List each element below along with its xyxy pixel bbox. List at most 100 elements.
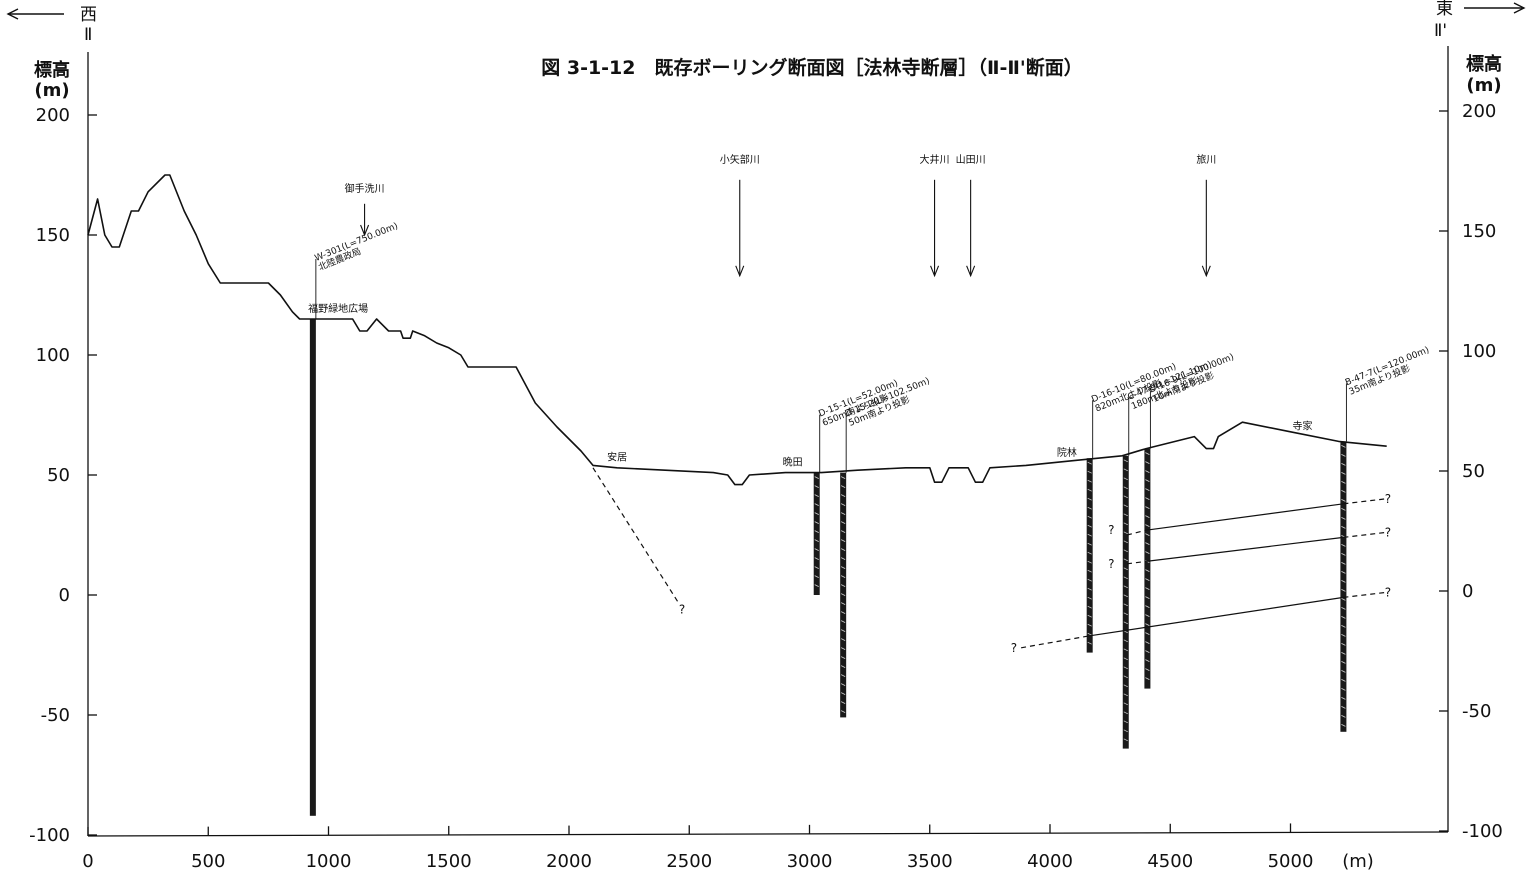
borehole-texture	[814, 566, 819, 569]
borehole-texture	[1123, 729, 1128, 733]
fault-line	[1343, 532, 1385, 538]
river-arrow-head	[735, 265, 745, 278]
borehole-texture	[840, 548, 846, 551]
fault-line	[1126, 560, 1147, 565]
borehole-texture	[1341, 508, 1346, 511]
place-label: 晩田	[783, 456, 803, 468]
borehole-texture	[1145, 506, 1150, 509]
borehole-caption: W-301(L=750.00m)北陸農政局	[313, 221, 399, 273]
borehole-texture	[1087, 578, 1092, 582]
river-markers: 御手洗川 小矢部川 大井川 山田川 旅川	[345, 153, 1216, 278]
borehole-texture	[814, 485, 819, 488]
borehole-texture	[840, 647, 846, 650]
fault-line	[1020, 635, 1090, 649]
y-tick-label-right: 100	[1462, 341, 1496, 362]
borehole-texture	[1087, 614, 1092, 618]
borehole-texture	[1123, 711, 1128, 715]
borehole-texture	[1341, 679, 1346, 682]
east-direction: 東 Ⅱ'	[1434, 0, 1526, 41]
borehole-texture	[814, 539, 819, 542]
y-tick-label-right: 200	[1462, 101, 1496, 122]
borehole-texture	[1145, 488, 1150, 491]
borehole-texture	[814, 476, 819, 479]
river-marker: 山田川	[956, 154, 986, 278]
west-direction: 西 Ⅱ	[6, 5, 97, 45]
borehole-texture	[1145, 632, 1150, 635]
x-axis-unit: (m)	[1342, 851, 1374, 872]
place-label: 安居	[607, 451, 627, 464]
borehole-texture	[1087, 542, 1092, 546]
borehole-texture	[1087, 515, 1092, 519]
borehole-texture	[1341, 652, 1346, 655]
borehole-texture	[840, 611, 846, 614]
borehole-texture	[1145, 533, 1150, 536]
y-tick-label-left: -50	[41, 705, 70, 726]
borehole-texture	[1145, 542, 1150, 545]
fault-line	[1146, 503, 1344, 531]
left-axis-unit: (m)	[34, 80, 69, 101]
river-marker: 旅川	[1196, 153, 1216, 278]
borehole-texture	[1123, 702, 1128, 706]
borehole-texture	[1123, 684, 1128, 688]
borehole-texture	[1123, 621, 1128, 625]
river-label: 御手洗川	[345, 182, 385, 195]
borehole-texture	[1341, 598, 1346, 601]
borehole-texture	[1123, 693, 1128, 697]
borehole-column	[1086, 458, 1093, 653]
borehole-texture	[1123, 603, 1128, 607]
borehole-texture	[840, 638, 846, 641]
east-label: 東	[1436, 0, 1453, 19]
borehole-texture	[840, 575, 846, 578]
borehole-texture	[1145, 623, 1150, 626]
borehole-texture	[840, 539, 846, 542]
borehole-texture	[1341, 697, 1346, 700]
x-tick-label: 4500	[1147, 851, 1193, 872]
river-arrow-head	[360, 224, 370, 237]
borehole-texture	[1341, 589, 1346, 592]
borehole-texture	[1341, 580, 1346, 583]
borehole-texture	[1087, 605, 1092, 609]
borehole-texture	[1145, 497, 1150, 500]
y-axis-ticks: 200 200 150 150 100 100 50 50 0 0 -50 -50 -100 -100	[29, 101, 1503, 846]
fault-line	[1343, 592, 1385, 598]
left-axis-label: 標高	[34, 59, 70, 81]
borehole-texture	[1087, 551, 1092, 555]
boreholes: W-301(L=750.00m)北陸農政局D-15-1(L=52.00m)650…	[309, 221, 1431, 816]
borehole-texture	[1145, 569, 1150, 572]
borehole: D-15-2(L=102.50m)50m南より投影	[840, 376, 931, 718]
borehole-column	[1122, 455, 1129, 749]
borehole-texture	[1123, 594, 1128, 598]
borehole-texture	[1123, 486, 1128, 490]
x-tick-label: 0	[82, 851, 93, 872]
x-tick-label: 3500	[907, 851, 953, 872]
borehole-texture	[1341, 607, 1346, 610]
fault-line	[1343, 498, 1385, 505]
borehole-texture	[840, 629, 846, 632]
borehole-texture	[1341, 499, 1346, 502]
borehole-texture	[1341, 454, 1346, 457]
borehole-texture	[840, 485, 846, 488]
y-tick-label-left: 150	[36, 225, 70, 246]
borehole-texture	[1087, 632, 1092, 636]
borehole-texture	[840, 566, 846, 569]
river-label: 旅川	[1196, 153, 1216, 166]
y-tick-label-left: 100	[36, 345, 70, 366]
borehole-texture	[1145, 605, 1150, 608]
y-tick-label-left: -100	[29, 825, 70, 846]
borehole-texture	[1341, 481, 1346, 484]
question-mark: ?	[1385, 586, 1391, 600]
x-tick-label: 5000	[1268, 851, 1314, 872]
borehole-texture	[840, 521, 846, 524]
borehole-texture	[1123, 558, 1128, 562]
borehole-texture	[1341, 571, 1346, 574]
right-axis-label: 標高	[1466, 53, 1502, 75]
borehole-texture	[814, 584, 819, 587]
borehole-texture	[814, 575, 819, 578]
borehole-texture	[840, 494, 846, 497]
borehole-texture	[1123, 549, 1128, 553]
borehole-texture	[1341, 706, 1346, 709]
borehole-texture	[1087, 470, 1092, 474]
fault-lines: ???????	[592, 467, 1391, 655]
borehole-texture	[1123, 720, 1128, 724]
